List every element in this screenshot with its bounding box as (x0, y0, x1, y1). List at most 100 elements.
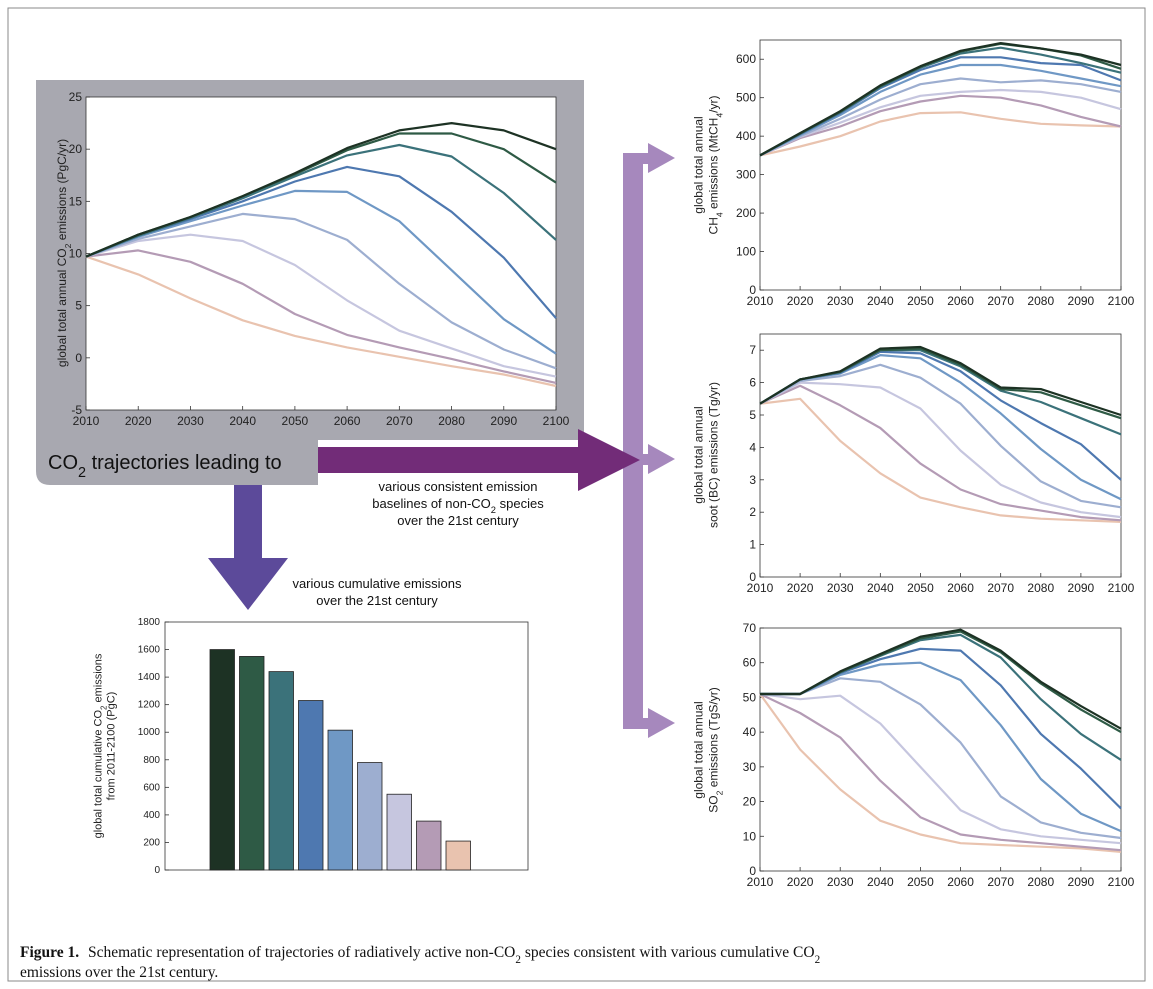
bc-series-line (759, 397, 1122, 523)
co2-ytick-label: -5 (71, 403, 82, 417)
bc-ylabel-line: soot (BC) emissions (Tg/yr) (707, 382, 721, 528)
cumulative-ytick-label: 1000 (138, 727, 161, 738)
bc-xtick-label: 2090 (1068, 581, 1095, 595)
so2-xtick-label: 2080 (1027, 875, 1054, 889)
ch4-xtick-label: 2040 (867, 294, 894, 308)
so2-xtick-label: 2070 (987, 875, 1014, 889)
ch4-series-line (759, 77, 1122, 157)
co2-xtick-label: 2030 (177, 414, 204, 428)
connector-arrows (623, 143, 675, 738)
co2-ytick-label: 15 (69, 194, 83, 208)
ch4-xtick-label: 2080 (1027, 294, 1054, 308)
so2-series-line (760, 677, 1122, 840)
co2-series-line (85, 255, 557, 388)
co2-ytick-label: 10 (69, 247, 83, 261)
so2-xtick-label: 2090 (1068, 875, 1095, 889)
figure-frame (7, 7, 1146, 982)
right-note-line: various consistent emission (379, 479, 538, 494)
so2-series-line (759, 693, 1122, 852)
bc-series-line (759, 345, 1122, 417)
bc-series-line (759, 381, 1122, 519)
ch4-series-line (759, 88, 1122, 157)
down-arrow-note: various cumulative emissions over the 21s… (292, 576, 462, 608)
so2-emissions-chart: 2010 2020 2030 2040 2050 2060 2070 2080 2090 2100… (692, 621, 1135, 889)
ch4-series-line (759, 94, 1122, 157)
cumulative-ytick-label: 1400 (138, 672, 161, 683)
so2-series-line (759, 692, 1122, 845)
ch4-series-line (759, 63, 1122, 157)
ch4-ylabel-line: CH4 emissions (MtCH4/yr) (707, 96, 725, 235)
cumulative-ytick-label: 1800 (138, 617, 161, 628)
connector-bottom-bar (623, 718, 653, 729)
bc-xtick-label: 2080 (1027, 581, 1054, 595)
ch4-series-line (759, 111, 1122, 157)
bc-series-line (759, 384, 1122, 522)
so2-ytick-label: 40 (743, 725, 757, 739)
bc-ytick-label: 6 (749, 376, 756, 390)
so2-xtick-label: 2020 (787, 875, 814, 889)
cumulative-bar (445, 840, 471, 871)
ch4-series-line (759, 41, 1122, 157)
bc-emissions-chart: 2010 2020 2030 2040 2050 2060 2070 2080 2090 2100… (692, 333, 1135, 595)
cumulative-ytick-label: 400 (143, 810, 160, 821)
so2-xtick-label: 2100 (1108, 875, 1135, 889)
ch4-ylabel-line: global total annual (692, 116, 706, 213)
connector-bottom-arrowhead (648, 708, 675, 738)
co2-xtick-label: 2070 (386, 414, 413, 428)
co2-series-line (85, 249, 557, 384)
co2-xtick-label: 2060 (334, 414, 361, 428)
bc-xtick-label: 2050 (907, 581, 934, 595)
ch4-xtick-label: 2030 (827, 294, 854, 308)
cumulative-ytick-label: 0 (154, 865, 160, 876)
connector-mid-bar (638, 454, 653, 465)
cumulative-bar (357, 762, 383, 871)
right-note-line: over the 21st century (397, 513, 519, 528)
ch4-xtick-label: 2070 (987, 294, 1014, 308)
so2-ytick-label: 30 (743, 760, 757, 774)
so2-ytick-label: 20 (743, 795, 757, 809)
bc-series-line (759, 363, 1122, 509)
co2-xtick-label: 2020 (125, 414, 152, 428)
ch4-ytick-label: 400 (736, 129, 756, 143)
cumulative-bar (268, 671, 294, 871)
bc-ytick-label: 0 (749, 570, 756, 584)
co2-xtick-label: 2100 (543, 414, 570, 428)
down-arrow (208, 485, 288, 610)
cumulative-ytick-label: 1200 (138, 700, 161, 711)
bc-ytick-label: 4 (749, 440, 756, 454)
co2-series-line (85, 212, 557, 370)
bc-xtick-label: 2100 (1108, 581, 1135, 595)
co2-xtick-label: 2090 (490, 414, 517, 428)
cumulative-ytick-label: 1600 (138, 645, 161, 656)
connector-vertical-bar (623, 153, 643, 729)
down-note-line: various cumulative emissions (292, 576, 462, 591)
co2-xtick-label: 2080 (438, 414, 465, 428)
co2-ytick-label: 20 (69, 142, 83, 156)
figure-caption-line1: Figure 1. Schematic representation of tr… (20, 944, 820, 966)
cumulative-ylabel-line: global total cumulative CO2 emissions (93, 653, 109, 838)
bc-ytick-label: 3 (749, 473, 756, 487)
co2-series-line (85, 121, 557, 258)
co2-ylabel: global total annual CO2 emissions (PgC/y… (55, 139, 73, 367)
co2-emissions-chart: 2010 2020 2030 2040 2050 2060 2070 2080 2090 2100… (55, 90, 570, 428)
cumulative-bar (327, 729, 353, 871)
so2-xtick-label: 2050 (907, 875, 934, 889)
so2-ylabel-line: SO2 emissions (TgS/yr) (707, 687, 725, 813)
bc-xtick-label: 2010 (747, 581, 774, 595)
co2-ytick-label: 5 (75, 299, 82, 313)
so2-xtick-label: 2040 (867, 875, 894, 889)
bc-ytick-label: 7 (749, 343, 756, 357)
ch4-xtick-label: 2050 (907, 294, 934, 308)
ch4-ytick-label: 300 (736, 168, 756, 182)
cumulative-bar (298, 700, 324, 871)
bc-ylabel: global total annual soot (BC) emissions (… (692, 382, 721, 528)
ch4-xtick-label: 2090 (1068, 294, 1095, 308)
so2-xtick-label: 2010 (747, 875, 774, 889)
bc-xtick-label: 2020 (787, 581, 814, 595)
ch4-ytick-label: 0 (749, 283, 756, 297)
co2-ytick-label: 0 (75, 351, 82, 365)
so2-xtick-label: 2030 (827, 875, 854, 889)
down-note-line: over the 21st century (316, 593, 438, 608)
co2-series-line (85, 233, 557, 378)
